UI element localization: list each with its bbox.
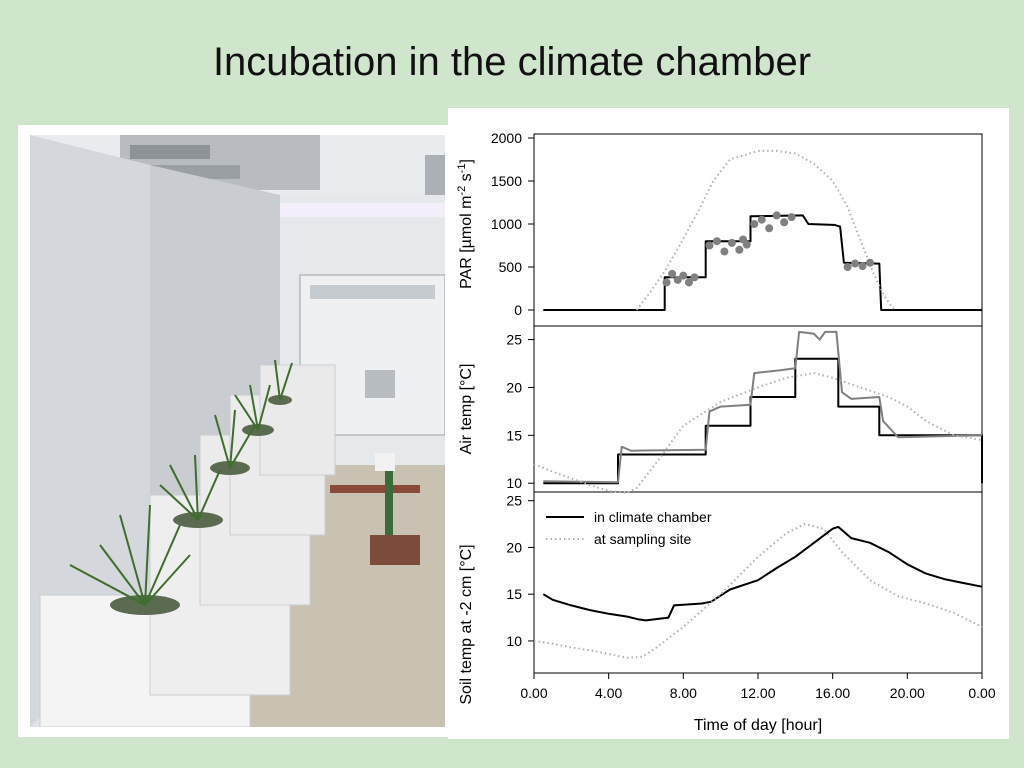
legend-label-chamber: in climate chamber xyxy=(594,509,712,525)
legend-label-site: at sampling site xyxy=(594,531,691,547)
data-point-measured xyxy=(705,241,714,250)
data-point-measured xyxy=(679,271,688,280)
y-tick-label: 10 xyxy=(506,633,522,649)
data-point-measured xyxy=(684,278,693,287)
y-tick-label: 2000 xyxy=(491,130,522,146)
data-point-measured xyxy=(843,263,852,271)
series-line-site xyxy=(533,372,983,494)
data-point-measured xyxy=(772,211,781,220)
x-tick-label: 4.00 xyxy=(595,685,622,701)
data-point-measured xyxy=(712,237,721,246)
data-point-measured xyxy=(727,238,736,247)
data-point-measured xyxy=(765,224,774,233)
data-point-measured xyxy=(668,269,677,278)
x-tick-label: 16.00 xyxy=(815,685,850,701)
x-tick-label: 0.00 xyxy=(968,685,995,701)
y-tick-label: 1000 xyxy=(491,216,522,232)
data-point-measured xyxy=(750,220,759,228)
x-axis-label: Time of day [hour] xyxy=(694,717,822,734)
y-tick-label: 1500 xyxy=(491,173,522,189)
y-tick-label: 20 xyxy=(506,379,522,395)
climate-chamber-photo xyxy=(30,135,445,727)
y-tick-label: 15 xyxy=(506,427,522,443)
data-point-measured xyxy=(739,235,748,244)
x-tick-label: 8.00 xyxy=(670,685,697,701)
x-tick-label: 20.00 xyxy=(890,685,925,701)
series-line-chamber xyxy=(543,214,982,311)
data-point-measured xyxy=(757,215,766,224)
series-line-chamber xyxy=(542,525,983,622)
series-line-measured xyxy=(543,330,983,484)
y-tick-label: 500 xyxy=(499,259,523,275)
y-axis-label: Air temp [°C] xyxy=(458,364,475,455)
y-axis-label: Soil temp at -2 cm [°C] xyxy=(458,544,475,704)
data-point-measured xyxy=(787,213,796,222)
data-point-measured xyxy=(720,247,729,256)
y-tick-label: 15 xyxy=(506,586,522,602)
chart-panel xyxy=(448,108,1009,739)
data-point-measured xyxy=(851,259,860,268)
data-point-measured xyxy=(673,275,682,284)
x-tick-label: 12.00 xyxy=(740,685,775,701)
y-tick-label: 25 xyxy=(506,332,522,348)
data-point-measured xyxy=(866,258,874,267)
data-point-measured xyxy=(780,218,789,227)
plot-frame xyxy=(533,133,983,674)
series-line-chamber xyxy=(543,357,983,485)
y-tick-label: 20 xyxy=(506,539,522,555)
data-point-measured xyxy=(735,245,744,254)
slide-title: Incubation in the climate chamber xyxy=(212,40,812,84)
data-point-measured xyxy=(690,273,699,282)
data-point-measured xyxy=(662,278,671,287)
data-point-measured xyxy=(858,262,867,271)
series-line-site xyxy=(635,149,896,311)
y-tick-label: 10 xyxy=(506,475,522,491)
x-tick-label: 0.00 xyxy=(520,685,547,701)
series-line-site xyxy=(533,523,983,659)
y-axis-label: PAR [µmol m-2 s-1] xyxy=(456,159,475,289)
y-tick-label: 25 xyxy=(506,493,522,509)
y-tick-label: 0 xyxy=(514,302,522,318)
climate-chart: 0 500 1000 1500 2000 PAR [µmol m-2 s-1] 10 15 20… xyxy=(456,130,996,734)
